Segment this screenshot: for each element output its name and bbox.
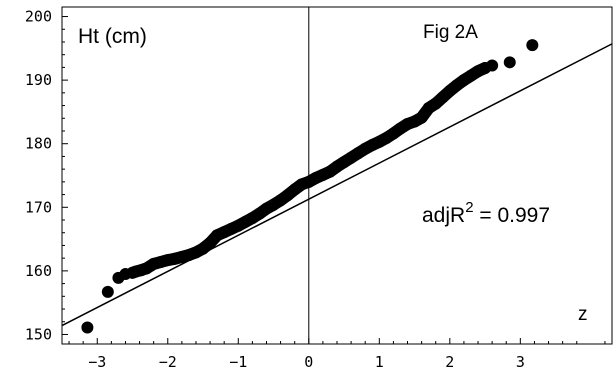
y-tick-label: 160 (25, 262, 52, 280)
y-tick-label: 190 (25, 71, 52, 89)
data-point (204, 236, 217, 249)
x-tick-label: 2 (445, 353, 454, 371)
y-tick-label: 180 (25, 135, 52, 153)
y-tick-label: 150 (25, 325, 52, 343)
x-tick-label: −2 (159, 353, 177, 371)
x-tick-label: 0 (304, 353, 313, 371)
x-axis-label: z (578, 304, 588, 325)
data-point (81, 321, 94, 334)
adj-r2-value: = 0.997 (474, 204, 550, 227)
x-tick-label: −3 (88, 353, 106, 371)
plot-frame (61, 6, 613, 345)
data-point (526, 39, 539, 52)
adj-r2-annotation: adjR2 = 0.997 (422, 199, 550, 227)
adj-r2-superscript: 2 (465, 199, 473, 216)
data-point (486, 59, 499, 72)
data-point (415, 111, 428, 124)
data-point (503, 56, 516, 69)
points-layer (61, 39, 613, 334)
data-point (101, 285, 114, 298)
x-tick-label: 1 (375, 353, 384, 371)
x-tick-label: −1 (229, 353, 247, 371)
axes-layer: −3 −2 −1 0 1 2 3 150 160 170 180 190 200 (25, 7, 606, 371)
fit-line (61, 43, 613, 327)
y-tick-label: 170 (25, 198, 52, 216)
adj-r2-prefix: adjR (422, 204, 465, 227)
figure-title: Fig 2A (423, 22, 478, 43)
y-axis-label: Ht (cm) (78, 25, 147, 48)
x-tick-label: 3 (516, 353, 525, 371)
y-tick-label: 200 (25, 8, 52, 26)
